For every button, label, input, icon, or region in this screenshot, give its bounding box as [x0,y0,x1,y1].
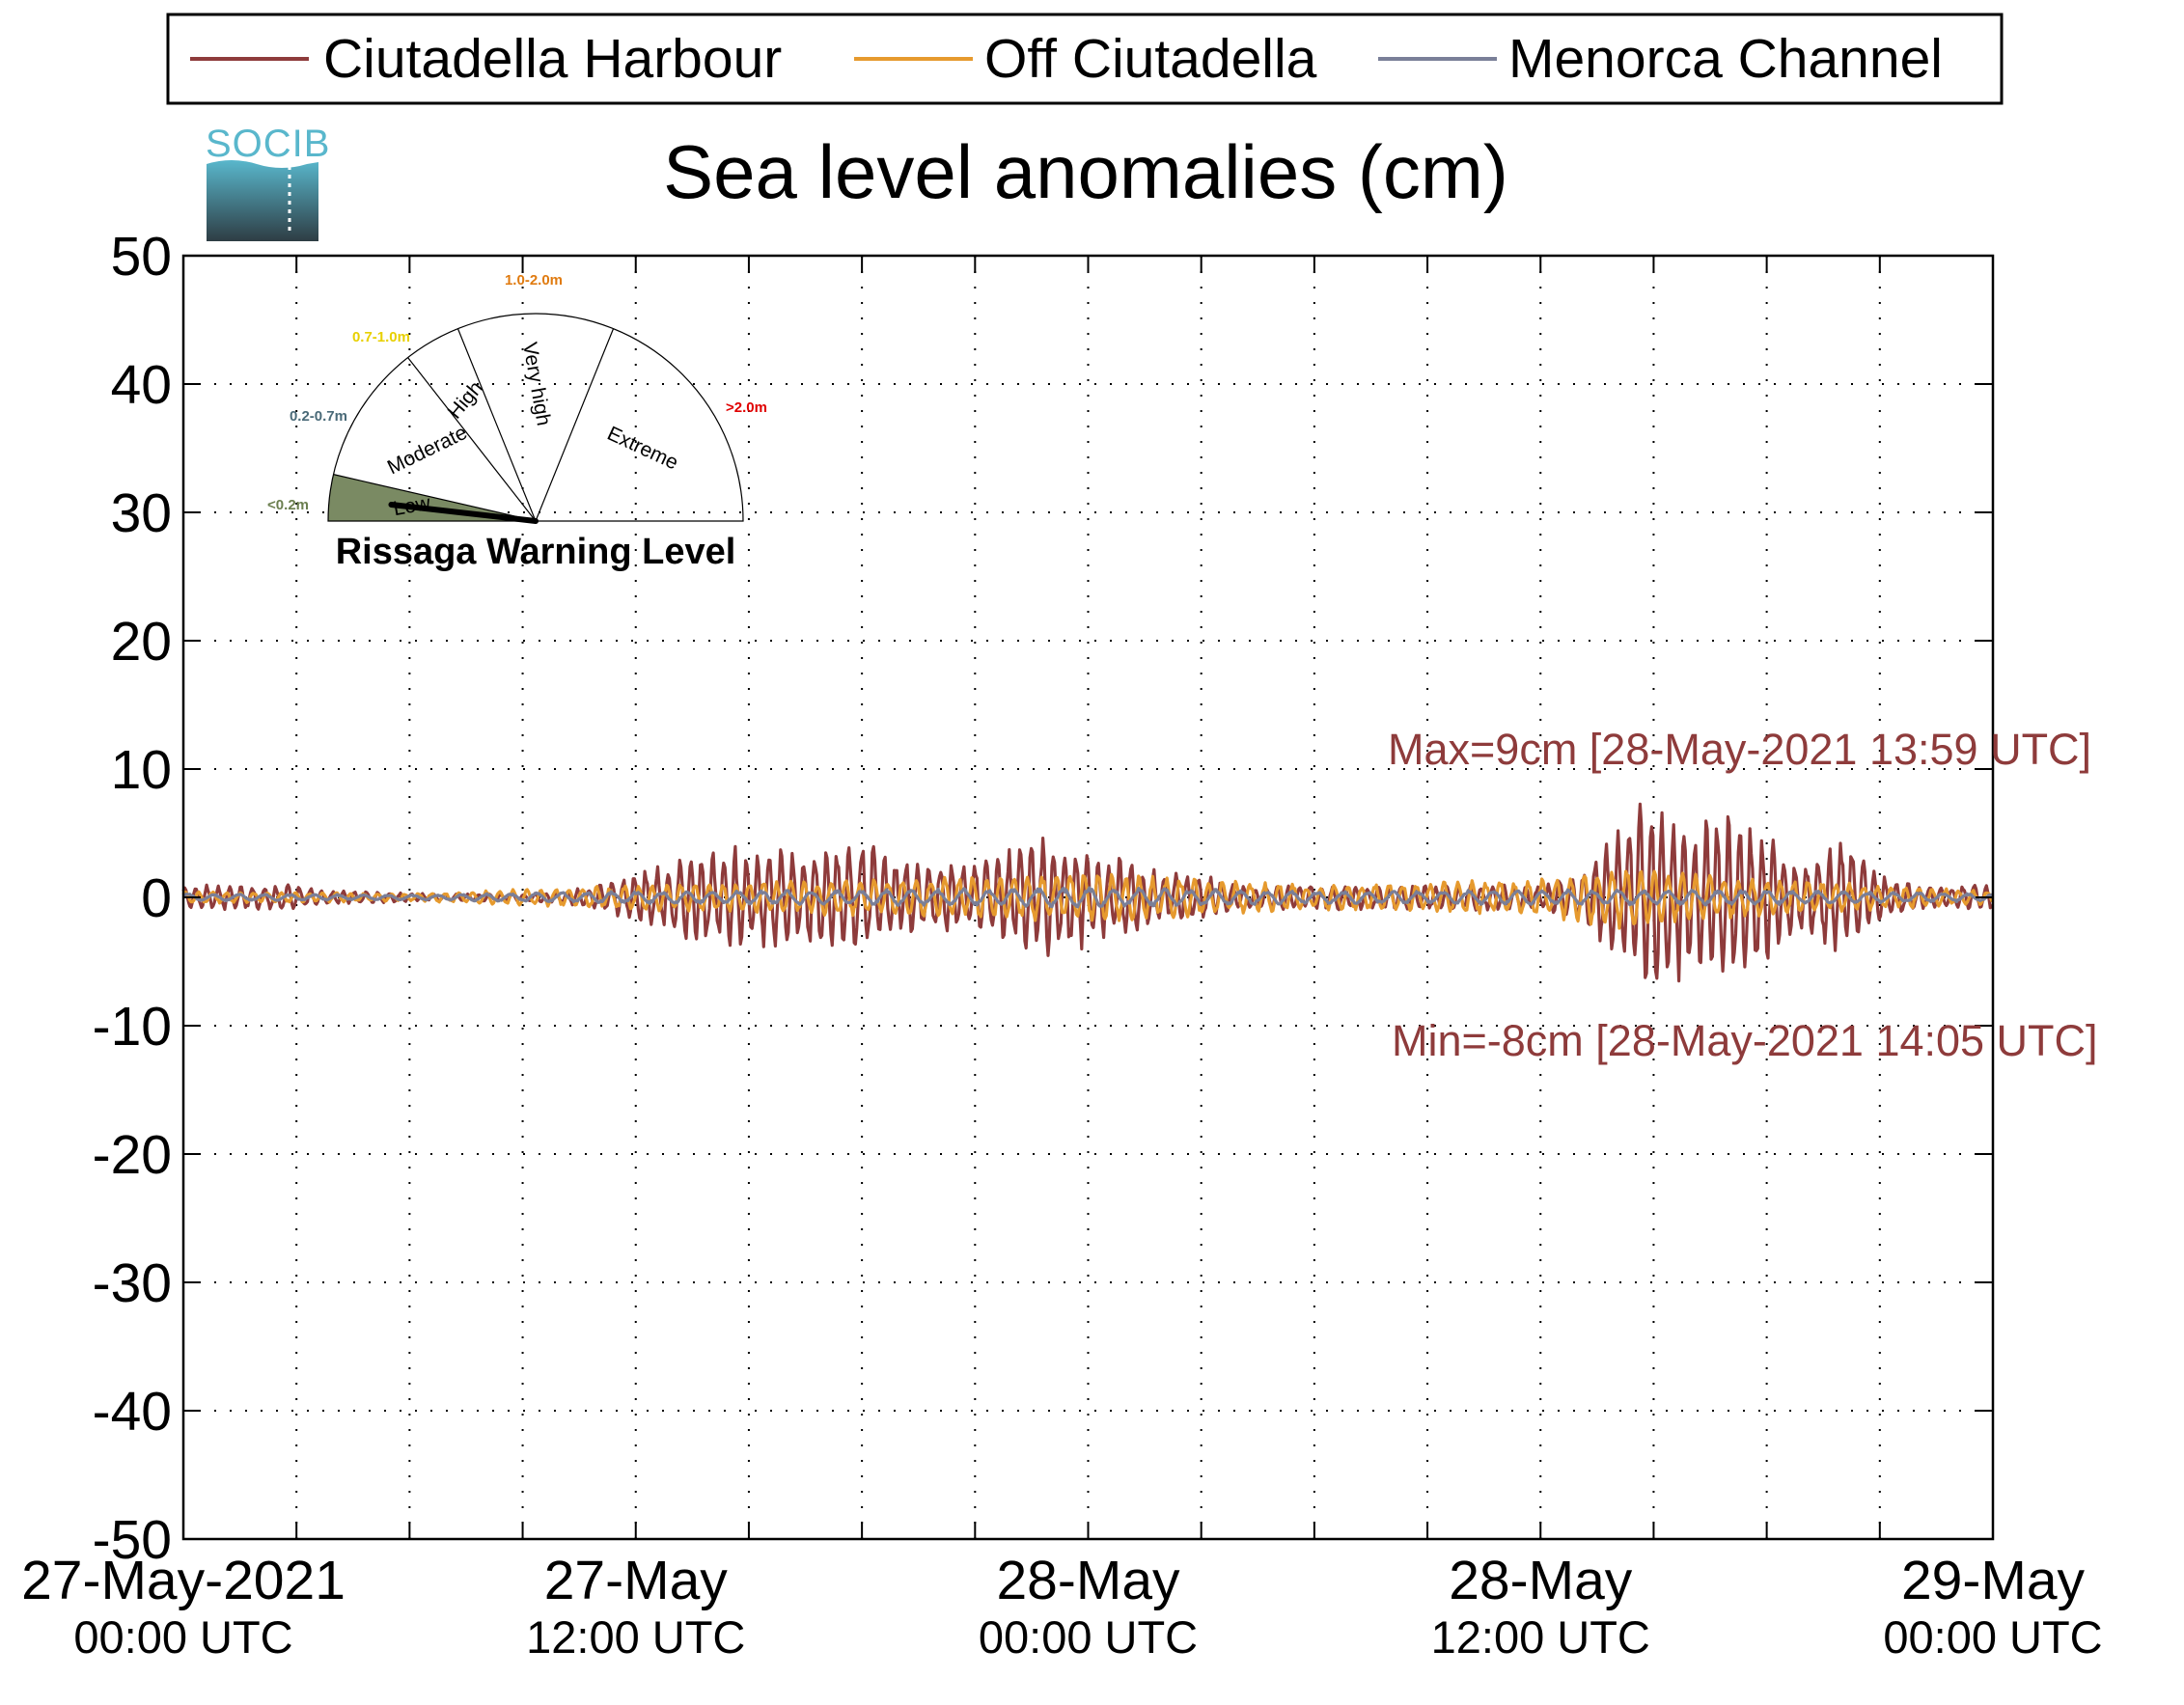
chart-title: Sea level anomalies (cm) [663,129,1508,214]
y-axis: 50 40 30 20 10 0 -10 -20 -30 -40 -50 [93,226,1993,1571]
legend: Ciutadella Harbour Off Ciutadella Menorc… [166,13,2004,105]
series-layer [181,802,1994,983]
y-tick-label: 20 [111,611,172,673]
gauge-range-label: 1.0-2.0m [505,272,563,289]
gauge-range-label: >2.0m [726,399,767,416]
gauge-needle [388,501,539,524]
series-line-menorca-channel [181,886,1994,909]
socib-logo: SOCIB [206,123,330,241]
x-tick-sublabel: 00:00 UTC [1883,1611,2102,1663]
socib-logo-text: SOCIB [206,123,330,165]
annotation-min: Min=-8cm [28-May-2021 14:05 UTC] [1392,1016,2098,1065]
y-tick-label: 10 [111,739,172,801]
y-tick-label: 40 [111,354,172,416]
gauge-divider [456,328,537,522]
legend-box [166,13,2004,105]
x-tick-sublabel: 12:00 UTC [526,1611,745,1663]
x-tick-label: 28-May [1449,1550,1633,1611]
gauge-range-label: <0.2m [267,497,309,513]
gauge-divider [333,474,537,522]
gauge-range-label: 0.7-1.0m [352,329,410,345]
y-tick-label: -50 [93,1509,172,1571]
y-tick-label: 30 [111,482,172,544]
x-tick-label: 28-May [996,1550,1180,1611]
legend-label-ciutadella-harbour: Ciutadella Harbour [323,28,782,90]
annotation-max: Max=9cm [28-May-2021 13:59 UTC] [1388,725,2091,774]
x-tick-label: 29-May [1901,1550,2086,1611]
y-tick-label: -40 [93,1381,172,1443]
x-tick-sublabel: 00:00 UTC [73,1611,292,1663]
grid [183,256,1993,1539]
gauge-outline [327,313,744,522]
gauge-divider [535,328,615,522]
x-tick-sublabel: 00:00 UTC [979,1611,1198,1663]
y-tick-label: 0 [141,867,172,929]
socib-logo-wave [207,160,318,241]
gauge-title: Rissaga Warning Level [336,532,736,572]
x-tick-label: 27-May-2021 [21,1550,346,1611]
legend-label-off-ciutadella: Off Ciutadella [984,28,1317,90]
y-tick-label: -10 [93,996,172,1058]
y-tick-label: -30 [93,1252,172,1314]
x-tick-sublabel: 12:00 UTC [1431,1611,1650,1663]
legend-label-menorca-channel: Menorca Channel [1508,28,1943,90]
y-tick-label: -20 [93,1124,172,1186]
gauge-divider [407,357,537,522]
y-tick-label: 50 [111,226,172,288]
x-tick-label: 27-May [544,1550,729,1611]
gauge-range-label: 0.2-0.7m [290,408,347,425]
